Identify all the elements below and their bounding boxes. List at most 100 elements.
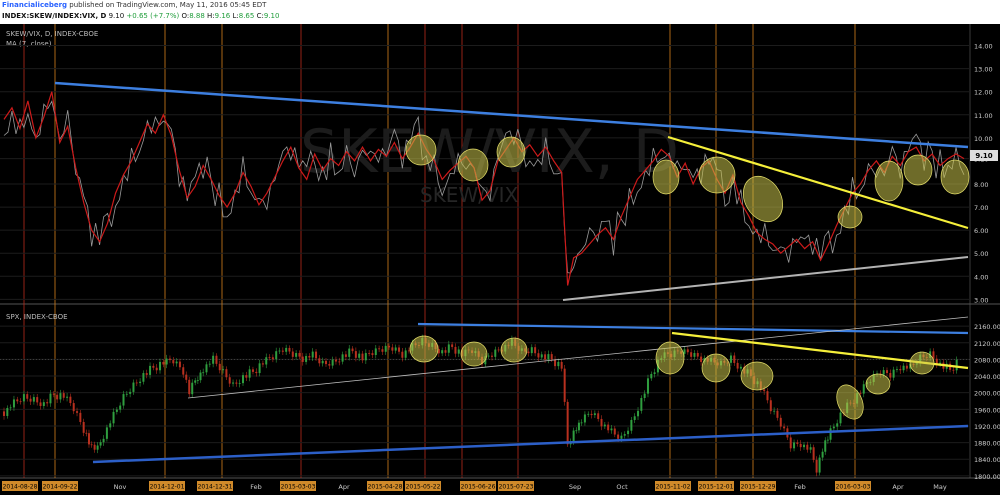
candle-body [196, 380, 199, 381]
top-yellow-trendline[interactable] [667, 135, 969, 230]
candle-body [125, 393, 128, 395]
highlight-ellipse [701, 353, 731, 383]
candle-body [96, 445, 99, 450]
price-tick-label: 5.00 [974, 250, 988, 258]
candle-body [627, 430, 630, 435]
candle-body [394, 347, 397, 351]
candle-body [49, 393, 52, 404]
candle-body [603, 424, 606, 427]
quote-line: INDEX:SKEW/INDEX:VIX, D 9.10 +0.65 (+7.7… [2, 12, 279, 20]
ma-indicator-label[interactable]: MA (7, close) [6, 40, 52, 48]
highlight-ellipse [742, 176, 784, 222]
spx-thin-trendline[interactable] [187, 316, 969, 399]
candle-body [321, 360, 324, 364]
candle-body [119, 405, 122, 410]
candle-body [32, 397, 35, 402]
date-tag-label: 2014-09-22 [43, 484, 78, 491]
date-tag-bg [460, 481, 496, 491]
candle-body [812, 447, 815, 460]
candle-body [315, 351, 318, 359]
watermark-small: SKEW/VIX [420, 183, 519, 207]
candle-body [66, 396, 69, 398]
candle-body [168, 358, 171, 361]
candle-body [281, 350, 284, 352]
candle-body [344, 354, 347, 357]
price-tick-label: 13.00 [974, 66, 993, 74]
candle-body [796, 442, 799, 444]
date-tag-label: 2015-12-29 [741, 484, 776, 491]
candle-body [736, 362, 739, 369]
candle-body [577, 422, 580, 431]
candle-body [583, 414, 586, 423]
candle-body [643, 393, 646, 399]
candle-body [354, 351, 357, 358]
trendline-drawings [54, 81, 969, 464]
candle-body [378, 348, 381, 350]
last-price-tag-text: 9.10 [975, 152, 992, 160]
candle-body [836, 423, 839, 427]
candle-body [773, 410, 776, 412]
candle-body [288, 347, 291, 352]
date-tag-label: 2014-12-31 [198, 484, 233, 491]
date-tag-bg [498, 481, 534, 491]
candle-body [454, 346, 457, 354]
bottom-price-axis[interactable]: 2160.00 2120.00 2080.00 2040.00 2000.00 1960.… [974, 323, 1000, 481]
top-resistance-trendline[interactable] [54, 81, 969, 149]
highlight-ellipse [865, 373, 891, 395]
candle-body [935, 358, 938, 365]
symbol-name: INDEX:SKEW/INDEX:VIX, D [2, 12, 107, 20]
highlight-ellipse [460, 341, 488, 367]
price-tick-label: 8.00 [974, 181, 988, 189]
price-tick-label: 2040.00 [974, 373, 1000, 381]
price-tick-label: 1960.00 [974, 406, 1000, 414]
highlight-ellipse [496, 136, 526, 168]
candle-body [199, 372, 202, 381]
candle-body [341, 354, 344, 362]
candle-body [3, 411, 5, 416]
candle-body [597, 413, 600, 419]
candle-body [683, 349, 686, 354]
candle-body [563, 368, 566, 402]
candle-body [530, 347, 533, 354]
price-scale-area[interactable] [970, 24, 1000, 495]
high-value: 9.16 [214, 12, 231, 20]
header-bar: Financialiceberg published on TradingVie… [0, 0, 1000, 24]
candle-body [550, 354, 553, 360]
month-label: Feb [250, 483, 262, 491]
candle-body [902, 365, 905, 371]
candle-body [932, 351, 935, 359]
time-axis[interactable]: 2014-08-28 2014-09-22 2014-12-01 2014-12-31… [2, 481, 947, 491]
candle-body [155, 367, 158, 371]
price-tick-label: 1920.00 [974, 423, 1000, 431]
publisher-name[interactable]: Financialiceberg [2, 1, 68, 9]
chart-canvas[interactable]: SKEW/VIX, D, INDEX-CBOE MA (7, close) SK… [0, 24, 1000, 495]
spx-resistance-trendline[interactable] [417, 322, 969, 335]
candle-body [175, 361, 178, 364]
publisher-line: Financialiceberg published on TradingVie… [2, 1, 266, 9]
date-tag-bg [149, 481, 185, 491]
month-label: Feb [794, 483, 806, 491]
candle-body [620, 435, 623, 439]
candle-body [368, 353, 371, 354]
candle-body [215, 355, 218, 364]
candle-body [351, 348, 354, 352]
spx-support-trendline[interactable] [92, 424, 969, 464]
top-support-trendline[interactable] [562, 256, 969, 301]
candle-body [939, 362, 942, 365]
price-tick-label: 10.00 [974, 135, 993, 143]
candle-body [572, 430, 575, 442]
candle-body [575, 430, 578, 432]
price-tick-label: 7.00 [974, 204, 988, 212]
candle-body [371, 353, 374, 356]
price-tick-label: 14.00 [974, 43, 993, 51]
close-label: C: [256, 12, 264, 20]
candle-body [39, 402, 42, 406]
bottom-pane-title: SPX, INDEX-CBOE [6, 313, 68, 321]
candle-body [308, 356, 311, 358]
candle-body [318, 358, 321, 364]
candle-body [271, 357, 274, 360]
candle-body [693, 353, 696, 357]
candle-body [637, 410, 640, 417]
candle-body [388, 345, 391, 348]
highlight-ellipse [652, 159, 680, 195]
